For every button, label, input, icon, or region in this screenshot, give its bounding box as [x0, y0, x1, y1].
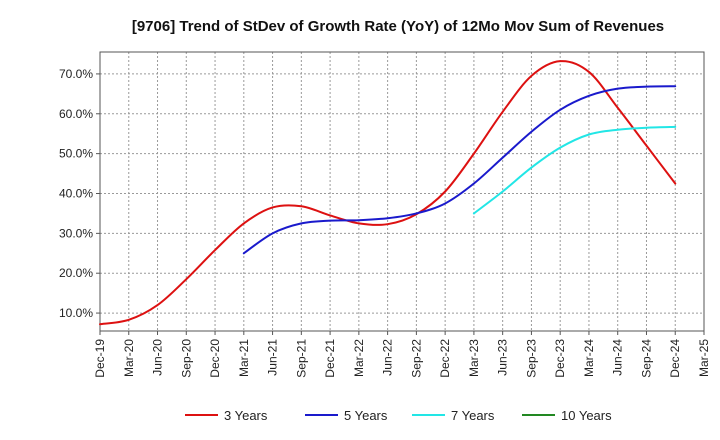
legend-label-5-years: 5 Years: [344, 408, 388, 423]
x-tick-label: Dec-19: [93, 339, 107, 378]
x-tick-label: Jun-20: [151, 339, 165, 376]
x-tick-label: Sep-22: [409, 339, 423, 378]
x-tick-label: Jun-22: [381, 339, 395, 376]
chart-title: [9706] Trend of StDev of Growth Rate (Yo…: [132, 18, 664, 35]
x-tick-label: Mar-21: [237, 339, 251, 377]
plot-area: [99, 51, 705, 332]
x-tick-label: Sep-24: [639, 339, 653, 378]
series-line-5-years: [242, 85, 677, 255]
x-tick-label: Jun-24: [611, 339, 625, 376]
legend-label-10-years: 10 Years: [561, 408, 612, 423]
x-tick-label: Dec-21: [323, 339, 337, 378]
x-tick-label: Sep-23: [524, 339, 538, 378]
y-tick-label: 70.0%: [59, 67, 93, 81]
x-tick-label: Jun-21: [266, 339, 280, 376]
y-tick-label: 40.0%: [59, 186, 93, 200]
legend-label-7-years: 7 Years: [451, 408, 495, 423]
x-tick-label: Dec-20: [208, 339, 222, 378]
series-lines: [99, 60, 677, 326]
x-tick-label: Jun-23: [496, 339, 510, 376]
y-tick-label: 10.0%: [59, 306, 93, 320]
x-tick-label: Dec-22: [438, 339, 452, 378]
x-tick-label: Dec-23: [553, 339, 567, 378]
x-tick-label: Mar-22: [352, 339, 366, 377]
y-tick-label: 60.0%: [59, 107, 93, 121]
legend-label-3-years: 3 Years: [224, 408, 268, 423]
legend: 3 Years 5 Years 7 Years 10 Years: [185, 408, 612, 423]
x-tick-label: Mar-20: [122, 339, 136, 377]
x-tick-label: Mar-24: [582, 339, 596, 377]
grid: [99, 52, 705, 331]
x-tick-label: Dec-24: [668, 339, 682, 378]
axes: Dec-19 Mar-20 Jun-20 Sep-20 Dec-20 Mar-21 Jun-…: [59, 67, 711, 378]
y-tick-label: 30.0%: [59, 226, 93, 240]
x-tick-label: Mar-23: [467, 339, 481, 377]
series-line-3-years: [99, 60, 677, 326]
y-tick-label: 50.0%: [59, 147, 93, 161]
y-tick-label: 20.0%: [59, 266, 93, 280]
x-tick-label: Mar-25: [697, 339, 711, 377]
x-tick-label: Sep-20: [179, 339, 193, 378]
x-tick-label: Sep-21: [294, 339, 308, 378]
series-line-7-years: [472, 125, 677, 215]
